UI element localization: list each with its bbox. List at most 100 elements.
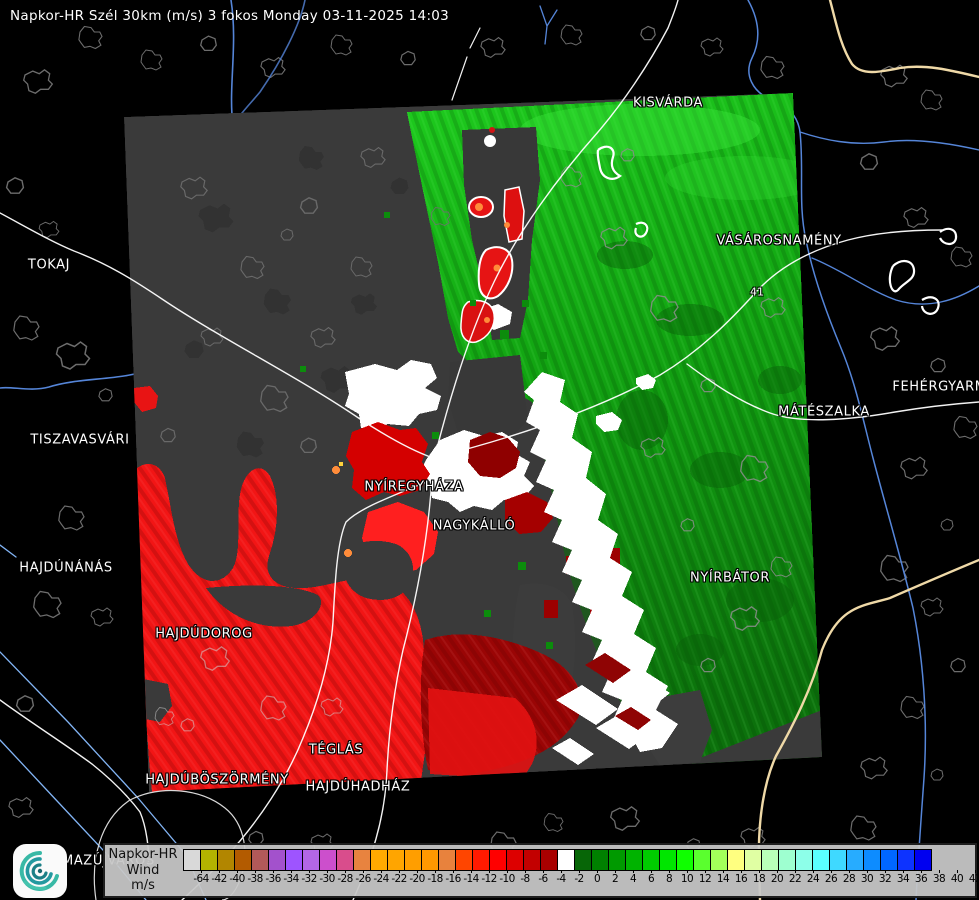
legend-swatch <box>506 849 524 871</box>
legend-panel: Napkor-HR Wind m/s -64 -42 -40 -38 -36 -34 -32… <box>103 843 979 898</box>
legend-tick-label: 6 <box>647 873 655 885</box>
legend-tick-label: 20 <box>770 873 784 885</box>
legend-tick-mark <box>867 870 868 873</box>
legend-swatch <box>285 849 303 871</box>
legend-tick-mark <box>651 870 652 873</box>
legend-tick-mark <box>255 870 256 873</box>
legend-tick-label: -20 <box>409 873 425 885</box>
legend-tick-label: 8 <box>665 873 673 885</box>
legend-tick-mark <box>777 870 778 873</box>
legend-tick-label: -34 <box>283 873 299 885</box>
legend-swatch <box>472 849 490 871</box>
legend-tick-label: -16 <box>445 873 461 885</box>
legend-tick-mark <box>345 870 346 873</box>
legend-swatch <box>370 849 388 871</box>
legend-tick-mark <box>633 870 634 873</box>
legend-tick-mark <box>579 870 580 873</box>
legend-tick-mark <box>957 870 958 873</box>
legend-tick-mark <box>705 870 706 873</box>
road-kisvarda <box>436 0 679 449</box>
legend-tick-mark <box>543 870 544 873</box>
legend-tick-mark <box>561 870 562 873</box>
legend-tick-mark <box>849 870 850 873</box>
legend-swatch <box>404 849 422 871</box>
legend-tick-mark <box>381 870 382 873</box>
legend-tick-label: -18 <box>427 873 443 885</box>
legend-tick-label: -8 <box>520 873 530 885</box>
legend-tick-label: -64 <box>193 873 209 885</box>
legend-tick-mark <box>975 870 976 873</box>
legend-unit: m/s <box>131 878 155 893</box>
legend-tick-label: 38 <box>932 873 946 885</box>
radar-dark-finger <box>462 127 540 340</box>
legend-swatch <box>625 849 643 871</box>
legend-swatch <box>302 849 320 871</box>
road-mateszalka <box>686 363 979 421</box>
legend-tick-label: -32 <box>301 873 317 885</box>
legend-tick-label: -4 <box>556 873 566 885</box>
legend-tick-mark <box>273 870 274 873</box>
legend-swatch <box>710 849 728 871</box>
legend-tick-mark <box>813 870 814 873</box>
legend-swatch <box>846 849 864 871</box>
legend-swatch <box>268 849 286 871</box>
legend-swatch <box>455 849 473 871</box>
legend-swatch <box>540 849 558 871</box>
road-41 <box>432 229 943 459</box>
legend-tick-mark <box>597 870 598 873</box>
legend-swatch <box>659 849 677 871</box>
legend-tick-label: -40 <box>229 873 245 885</box>
legend-tick-label: -36 <box>265 873 281 885</box>
legend-swatch <box>880 849 898 871</box>
legend-swatch <box>183 849 201 871</box>
legend-swatch <box>914 849 932 871</box>
legend-title: Napkor-HR Wind m/s <box>105 847 181 894</box>
legend-swatch <box>676 849 694 871</box>
legend-field: Wind <box>126 862 160 878</box>
legend-tick-label: 12 <box>698 873 712 885</box>
road-tokaj-nyiregyhaza <box>0 212 434 459</box>
legend-tick-mark <box>885 870 886 873</box>
legend-tick-label: -28 <box>337 873 353 885</box>
legend-swatch <box>251 849 269 871</box>
legend-tick-mark <box>219 870 220 873</box>
legend-product: Napkor-HR <box>108 847 178 862</box>
legend-swatch <box>438 849 456 871</box>
legend-tick-mark <box>291 870 292 873</box>
legend-tick-label: -30 <box>319 873 335 885</box>
legend-tick-mark <box>939 870 940 873</box>
legend-tick-mark <box>615 870 616 873</box>
legend-tick-label: 30 <box>860 873 874 885</box>
radar-green-specks <box>300 212 553 649</box>
legend-swatch <box>557 849 575 871</box>
legend-tick-mark <box>921 870 922 873</box>
legend-tick-mark <box>525 870 526 873</box>
legend-tick-label: 36 <box>914 873 928 885</box>
legend-tick-mark <box>687 870 688 873</box>
legend-tick-mark <box>507 870 508 873</box>
legend-tick-label: 40 <box>950 873 964 885</box>
legend-tick-label: 14 <box>716 873 730 885</box>
legend-swatch <box>234 849 252 871</box>
legend-tick-label: 22 <box>788 873 802 885</box>
legend-swatch <box>795 849 813 871</box>
legend-tick-label: 16 <box>734 873 748 885</box>
legend-swatch <box>778 849 796 871</box>
legend-tick-mark <box>363 870 364 873</box>
legend-swatch <box>200 849 218 871</box>
legend-tick-mark <box>327 870 328 873</box>
legend-tick-mark <box>309 870 310 873</box>
legend-tick-mark <box>903 870 904 873</box>
legend-tick-label: 2 <box>611 873 619 885</box>
legend-tick-label: -26 <box>355 873 371 885</box>
legend-swatch <box>421 849 439 871</box>
legend-tick-label: 42 <box>968 873 979 885</box>
legend-tick-mark <box>201 870 202 873</box>
legend-swatch <box>897 849 915 871</box>
legend-swatch <box>642 849 660 871</box>
legend-swatch <box>812 849 830 871</box>
legend-tick-label: 18 <box>752 873 766 885</box>
legend-swatch <box>591 849 609 871</box>
